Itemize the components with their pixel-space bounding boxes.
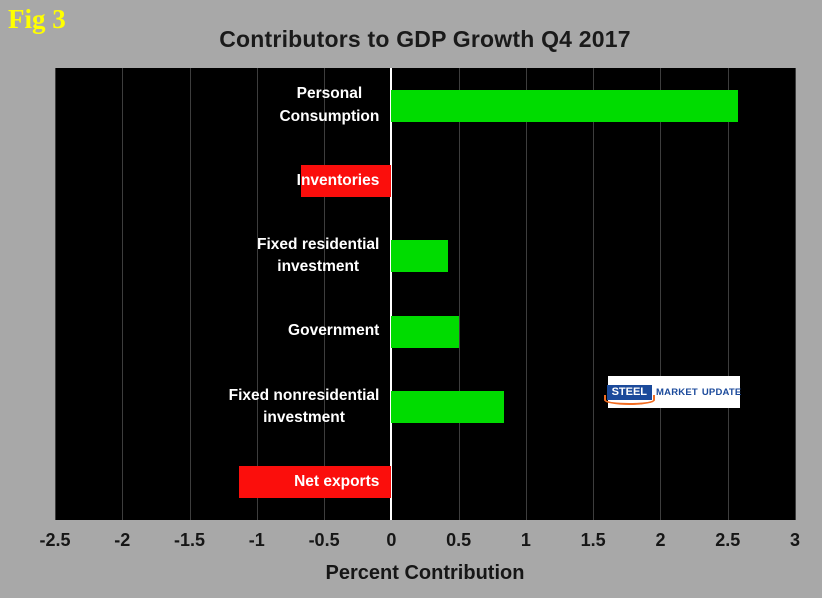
x-tick-label: 2.5	[715, 530, 741, 550]
x-tick-label: -2.5	[39, 530, 71, 550]
category-label: Inventories	[296, 171, 380, 189]
steel-market-update-logo: STEEL MARKET UPDATE	[603, 376, 742, 408]
logo-steel-badge: STEEL	[603, 384, 656, 405]
logo-steel-text: STEEL	[611, 385, 648, 398]
logo-update-text: UPDATE	[701, 386, 742, 398]
category-label: Personal Consumption	[279, 85, 380, 125]
logo-market-text: MARKET	[656, 386, 698, 398]
category-label: Fixed residential investment	[257, 235, 380, 276]
x-tick-label: 1.5	[580, 530, 606, 550]
x-tick-label: -2	[114, 530, 131, 550]
x-tick-label: -1	[248, 530, 265, 550]
x-axis-label: Percent Contribution	[325, 562, 525, 584]
gridline	[458, 68, 460, 520]
gridline	[660, 68, 662, 520]
gridline	[122, 68, 124, 520]
bar	[391, 315, 459, 348]
bar	[301, 165, 392, 197]
bar	[391, 391, 505, 423]
gridline	[593, 68, 595, 520]
chart-title: Contributors to GDP Growth Q4 2017	[219, 26, 631, 52]
gridline	[189, 68, 191, 520]
x-tick-label: 0	[386, 530, 397, 550]
x-tick-label: -1.5	[174, 530, 206, 550]
gridline	[727, 68, 729, 520]
category-label: Government	[288, 322, 380, 340]
logo-swoosh-icon	[603, 394, 656, 405]
gridline	[324, 68, 326, 520]
x-tick-label: 2	[655, 530, 666, 550]
category-label: Net exports	[294, 473, 380, 491]
category-label: Fixed nonresidential investment	[228, 386, 380, 426]
bar	[391, 89, 739, 122]
x-tick-label: -0.5	[308, 530, 340, 550]
gridline	[795, 68, 796, 520]
bar	[391, 240, 448, 273]
x-tick-label: 1	[520, 530, 531, 550]
gridline	[55, 68, 56, 520]
gridline	[256, 68, 258, 520]
x-tick-label: 0.5	[446, 530, 472, 550]
gridline	[525, 68, 527, 520]
x-tick-label: 3	[789, 530, 801, 550]
plot-area: STEEL MARKET UPDATE Personal Consumption…	[55, 68, 796, 520]
figure-label: Fig 3	[8, 4, 66, 34]
zero-axis-line	[390, 68, 393, 520]
bar	[239, 466, 392, 499]
